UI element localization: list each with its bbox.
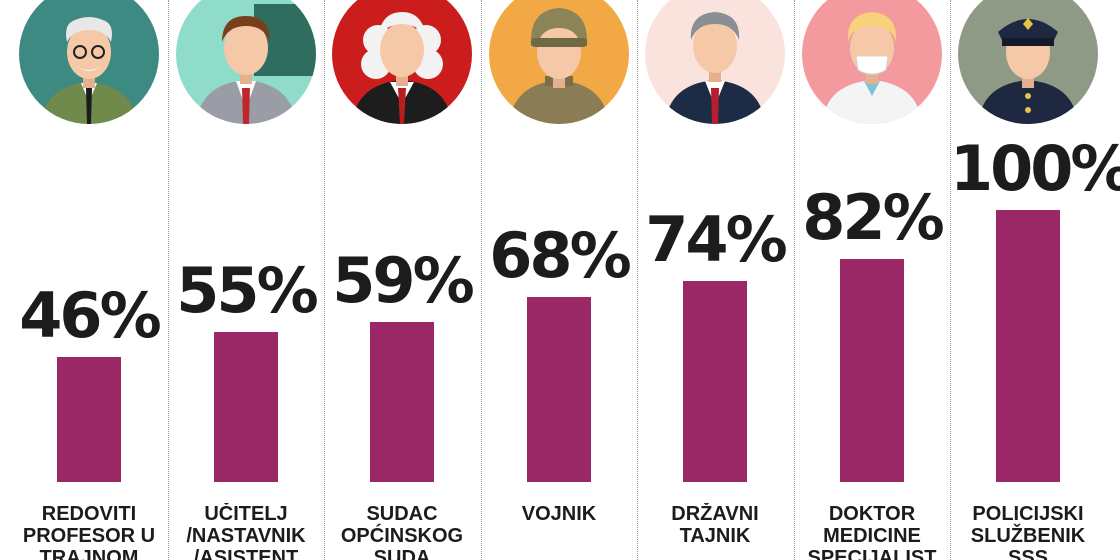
category-label: POLICIJSKI SLUŽBENIK SSS	[970, 503, 1086, 560]
value-label: 46%	[19, 279, 161, 352]
bar	[214, 332, 278, 482]
state-secretary-icon	[645, 0, 785, 124]
column-divider	[794, 0, 795, 560]
judge-icon	[332, 0, 472, 124]
category-label: SUDAC OPĆINSKOG SUDA	[340, 503, 464, 560]
value-label: 55%	[176, 254, 318, 327]
column-divider	[637, 0, 638, 560]
category-label: DRŽAVNI TAJNIK	[671, 503, 759, 547]
soldier-icon	[489, 0, 629, 124]
bar	[840, 259, 904, 482]
value-label: 82%	[802, 181, 944, 254]
column-divider	[950, 0, 951, 560]
bar	[683, 281, 747, 482]
value-label: 100%	[950, 132, 1120, 205]
category-label: VOJNIK	[521, 503, 597, 525]
bar	[370, 322, 434, 482]
value-label: 74%	[645, 203, 787, 276]
value-label: 59%	[332, 244, 474, 317]
column-divider	[324, 0, 325, 560]
bar	[527, 297, 591, 482]
teacher-icon	[176, 0, 316, 124]
category-label: DOKTOR MEDICINE SPECIJALIST	[807, 503, 937, 560]
column-divider	[168, 0, 169, 560]
value-label: 68%	[489, 219, 631, 292]
category-label: REDOVITI PROFESOR U TRAJNOM	[22, 503, 156, 560]
bar	[996, 210, 1060, 482]
column-divider	[481, 0, 482, 560]
professor-icon	[19, 0, 159, 124]
police-officer-icon	[958, 0, 1098, 124]
doctor-icon	[802, 0, 942, 124]
bar	[57, 357, 121, 482]
category-label: UČITELJ /NASTAVNIK /ASISTENT	[186, 503, 306, 560]
